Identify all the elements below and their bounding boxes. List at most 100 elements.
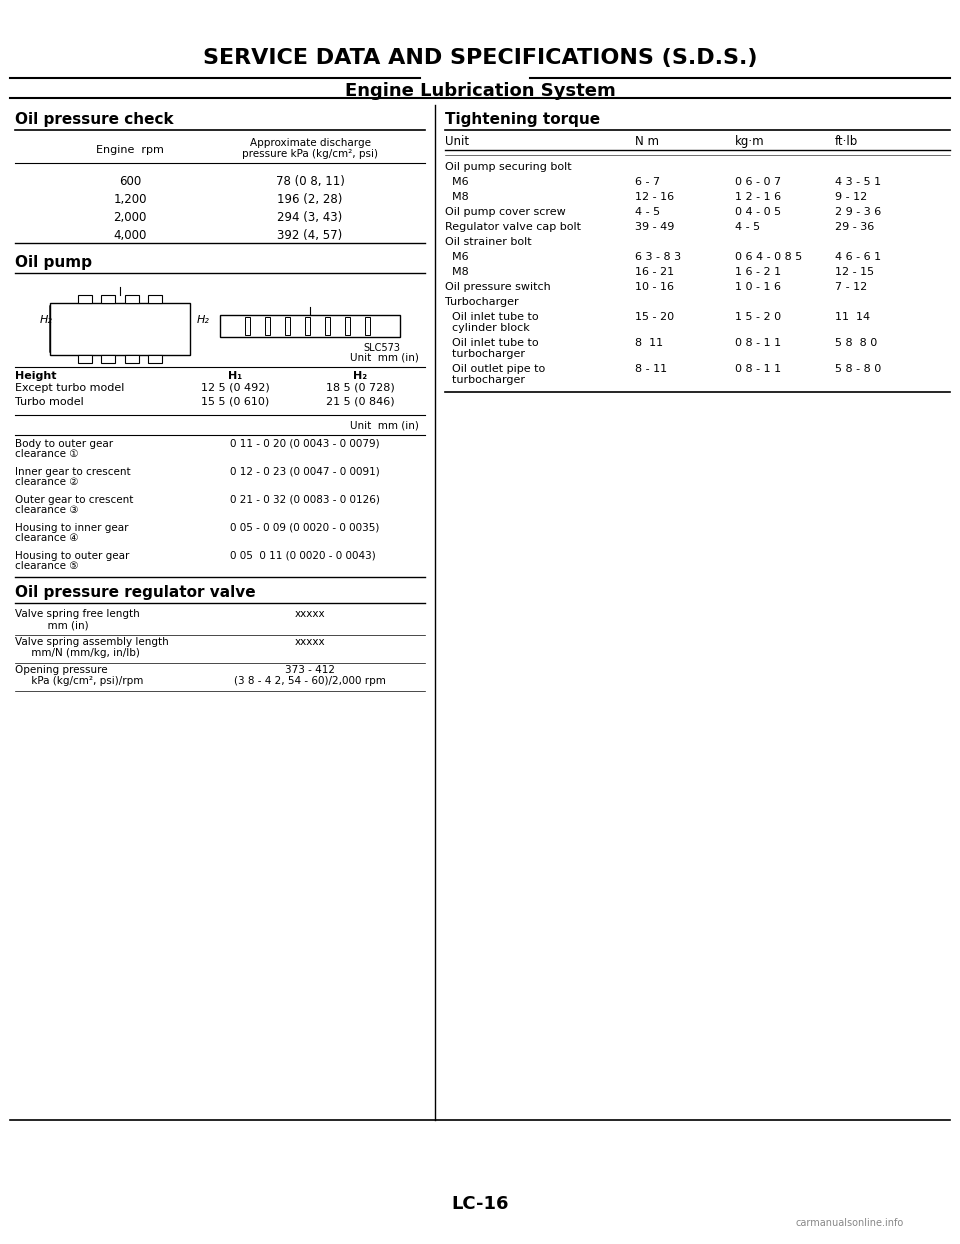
Text: 1 0 - 1 6: 1 0 - 1 6	[735, 282, 781, 292]
Text: 4,000: 4,000	[113, 229, 147, 243]
Text: Oil pressure regulator valve: Oil pressure regulator valve	[15, 585, 255, 600]
Text: Oil pump cover screw: Oil pump cover screw	[445, 207, 565, 216]
Text: 10 - 16: 10 - 16	[635, 282, 674, 292]
Text: 196 (2, 28): 196 (2, 28)	[277, 193, 343, 207]
Text: Approximate discharge: Approximate discharge	[250, 138, 371, 148]
Text: ft·lb: ft·lb	[835, 136, 858, 148]
Text: M8: M8	[445, 192, 468, 202]
Text: Height: Height	[15, 371, 57, 381]
Text: 11  14: 11 14	[835, 312, 870, 322]
Text: 0 11 - 0 20 (0 0043 - 0 0079): 0 11 - 0 20 (0 0043 - 0 0079)	[230, 439, 379, 449]
Text: clearance ⑤: clearance ⑤	[15, 561, 79, 571]
Text: LC-16: LC-16	[451, 1195, 509, 1213]
Text: N m: N m	[635, 136, 659, 148]
Bar	[305, 317, 310, 335]
Text: 6 - 7: 6 - 7	[635, 177, 660, 187]
Text: carmanualsonline.info: carmanualsonline.info	[796, 1218, 904, 1228]
Text: clearance ②: clearance ②	[15, 476, 79, 486]
Text: 600: 600	[119, 175, 141, 188]
Text: 78 (0 8, 11): 78 (0 8, 11)	[276, 175, 345, 188]
Text: 0 12 - 0 23 (0 0047 - 0 0091): 0 12 - 0 23 (0 0047 - 0 0091)	[230, 466, 380, 476]
Text: 1 6 - 2 1: 1 6 - 2 1	[735, 267, 781, 277]
Text: 0 21 - 0 32 (0 0083 - 0 0126): 0 21 - 0 32 (0 0083 - 0 0126)	[230, 495, 380, 505]
Text: H₂: H₂	[40, 315, 53, 325]
Text: Oil strainer bolt: Oil strainer bolt	[445, 238, 532, 248]
Bar	[220, 315, 400, 337]
Text: 0 6 4 - 0 8 5: 0 6 4 - 0 8 5	[735, 253, 803, 262]
Text: 294 (3, 43): 294 (3, 43)	[277, 211, 343, 224]
Text: 29 - 36: 29 - 36	[835, 221, 875, 231]
Text: turbocharger: turbocharger	[445, 350, 525, 360]
Text: 392 (4, 57): 392 (4, 57)	[277, 229, 343, 243]
Bar	[265, 317, 270, 335]
Text: M6: M6	[445, 177, 468, 187]
Text: 9 - 12: 9 - 12	[835, 192, 867, 202]
Text: 2,000: 2,000	[113, 211, 147, 224]
Text: 0 05  0 11 (0 0020 - 0 0043): 0 05 0 11 (0 0020 - 0 0043)	[230, 551, 375, 561]
Text: 18 5 (0 728): 18 5 (0 728)	[325, 383, 395, 393]
Text: 4 - 5: 4 - 5	[735, 221, 760, 231]
Text: 12 - 16: 12 - 16	[635, 192, 674, 202]
Text: Oil inlet tube to: Oil inlet tube to	[445, 312, 539, 322]
Bar	[245, 317, 250, 335]
Text: 0 8 - 1 1: 0 8 - 1 1	[735, 338, 781, 348]
Text: clearance ④: clearance ④	[15, 532, 79, 542]
Bar	[345, 317, 350, 335]
Text: 39 - 49: 39 - 49	[635, 221, 674, 231]
Text: Housing to outer gear: Housing to outer gear	[15, 551, 130, 561]
Text: Opening pressure: Opening pressure	[15, 666, 108, 675]
Text: Turbo model: Turbo model	[15, 397, 84, 407]
Text: SLC573: SLC573	[363, 343, 400, 353]
Text: Engine Lubrication System: Engine Lubrication System	[345, 82, 615, 100]
Text: turbocharger: turbocharger	[445, 374, 525, 384]
Text: 4 - 5: 4 - 5	[635, 207, 660, 216]
Bar	[78, 295, 92, 304]
Text: Unit: Unit	[445, 136, 469, 148]
Bar	[78, 355, 92, 363]
Bar	[285, 317, 290, 335]
Text: xxxxx: xxxxx	[295, 610, 325, 620]
Text: 4 6 - 6 1: 4 6 - 6 1	[835, 253, 881, 262]
Text: xxxxx: xxxxx	[295, 637, 325, 647]
Text: H₁: H₁	[228, 371, 242, 381]
Text: Outer gear to crescent: Outer gear to crescent	[15, 495, 133, 505]
Text: Regulator valve cap bolt: Regulator valve cap bolt	[445, 221, 581, 231]
Text: 1 5 - 2 0: 1 5 - 2 0	[735, 312, 781, 322]
Text: Oil pump: Oil pump	[15, 255, 92, 270]
Bar	[148, 295, 162, 304]
Bar	[101, 295, 115, 304]
Text: Unit  mm (in): Unit mm (in)	[350, 353, 419, 363]
Text: 7 - 12: 7 - 12	[835, 282, 867, 292]
Bar	[365, 317, 370, 335]
Text: mm/N (mm/kg, in/lb): mm/N (mm/kg, in/lb)	[15, 648, 140, 658]
Text: 1,200: 1,200	[113, 193, 147, 207]
Text: 6 3 - 8 3: 6 3 - 8 3	[635, 253, 682, 262]
Text: Oil pump securing bolt: Oil pump securing bolt	[445, 162, 571, 172]
Text: H₂: H₂	[353, 371, 367, 381]
Text: mm (in): mm (in)	[15, 620, 88, 629]
Bar	[325, 317, 330, 335]
Text: kg·m: kg·m	[735, 136, 764, 148]
Text: 8  11: 8 11	[635, 338, 663, 348]
Bar	[50, 304, 190, 355]
Text: 1 2 - 1 6: 1 2 - 1 6	[735, 192, 781, 202]
Text: 12 - 15: 12 - 15	[835, 267, 875, 277]
Bar	[125, 295, 139, 304]
Text: 15 - 20: 15 - 20	[635, 312, 674, 322]
Text: 12 5 (0 492): 12 5 (0 492)	[201, 383, 270, 393]
Text: Tightening torque: Tightening torque	[445, 112, 600, 127]
Text: M8: M8	[445, 267, 468, 277]
Text: 16 - 21: 16 - 21	[635, 267, 674, 277]
Text: Turbocharger: Turbocharger	[445, 297, 518, 307]
Text: Unit  mm (in): Unit mm (in)	[350, 420, 419, 430]
Text: Inner gear to crescent: Inner gear to crescent	[15, 466, 131, 476]
Text: Oil pressure check: Oil pressure check	[15, 112, 174, 127]
Text: clearance ③: clearance ③	[15, 505, 79, 515]
Text: SERVICE DATA AND SPECIFICATIONS (S.D.S.): SERVICE DATA AND SPECIFICATIONS (S.D.S.)	[203, 49, 757, 68]
Text: Valve spring assembly length: Valve spring assembly length	[15, 637, 169, 647]
Text: Oil pressure switch: Oil pressure switch	[445, 282, 551, 292]
Text: 4 3 - 5 1: 4 3 - 5 1	[835, 177, 881, 187]
Text: 0 4 - 0 5: 0 4 - 0 5	[735, 207, 781, 216]
Text: 373 - 412: 373 - 412	[285, 666, 335, 675]
Text: Oil inlet tube to: Oil inlet tube to	[445, 338, 539, 348]
